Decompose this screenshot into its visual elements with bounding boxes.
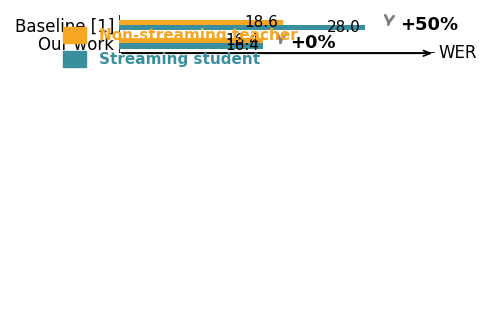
Text: +0%: +0% (290, 34, 336, 52)
Bar (119, 25, 365, 30)
Bar (119, 20, 282, 25)
Text: 16.4: 16.4 (225, 38, 259, 54)
Text: 18.6: 18.6 (245, 15, 278, 30)
Text: +50%: +50% (400, 16, 459, 34)
Bar (119, 43, 263, 49)
Legend: Non-streaming teacher, Streaming student: Non-streaming teacher, Streaming student (58, 21, 304, 73)
Text: WER: WER (438, 44, 476, 62)
Text: 16.4: 16.4 (225, 33, 259, 48)
Text: 28.0: 28.0 (327, 20, 361, 35)
Bar (119, 38, 263, 43)
